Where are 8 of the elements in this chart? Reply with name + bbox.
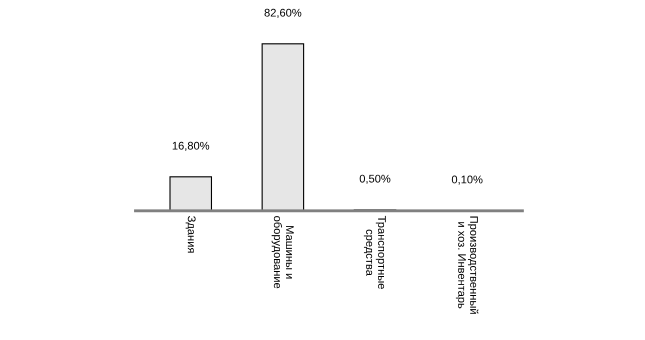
x-tick-label: Производственный и хоз. Инвентарь — [456, 216, 478, 314]
data-label: 0,10% — [452, 176, 483, 185]
data-label: 0,50% — [360, 174, 390, 184]
x-tick-label: Машины и оборудование — [272, 216, 294, 288]
x-tick-label: Транспортные средства — [364, 216, 386, 289]
data-label: 16,80% — [172, 142, 210, 151]
x-tick-label: Здания — [186, 216, 196, 253]
data-label: 82,60% — [264, 8, 302, 18]
